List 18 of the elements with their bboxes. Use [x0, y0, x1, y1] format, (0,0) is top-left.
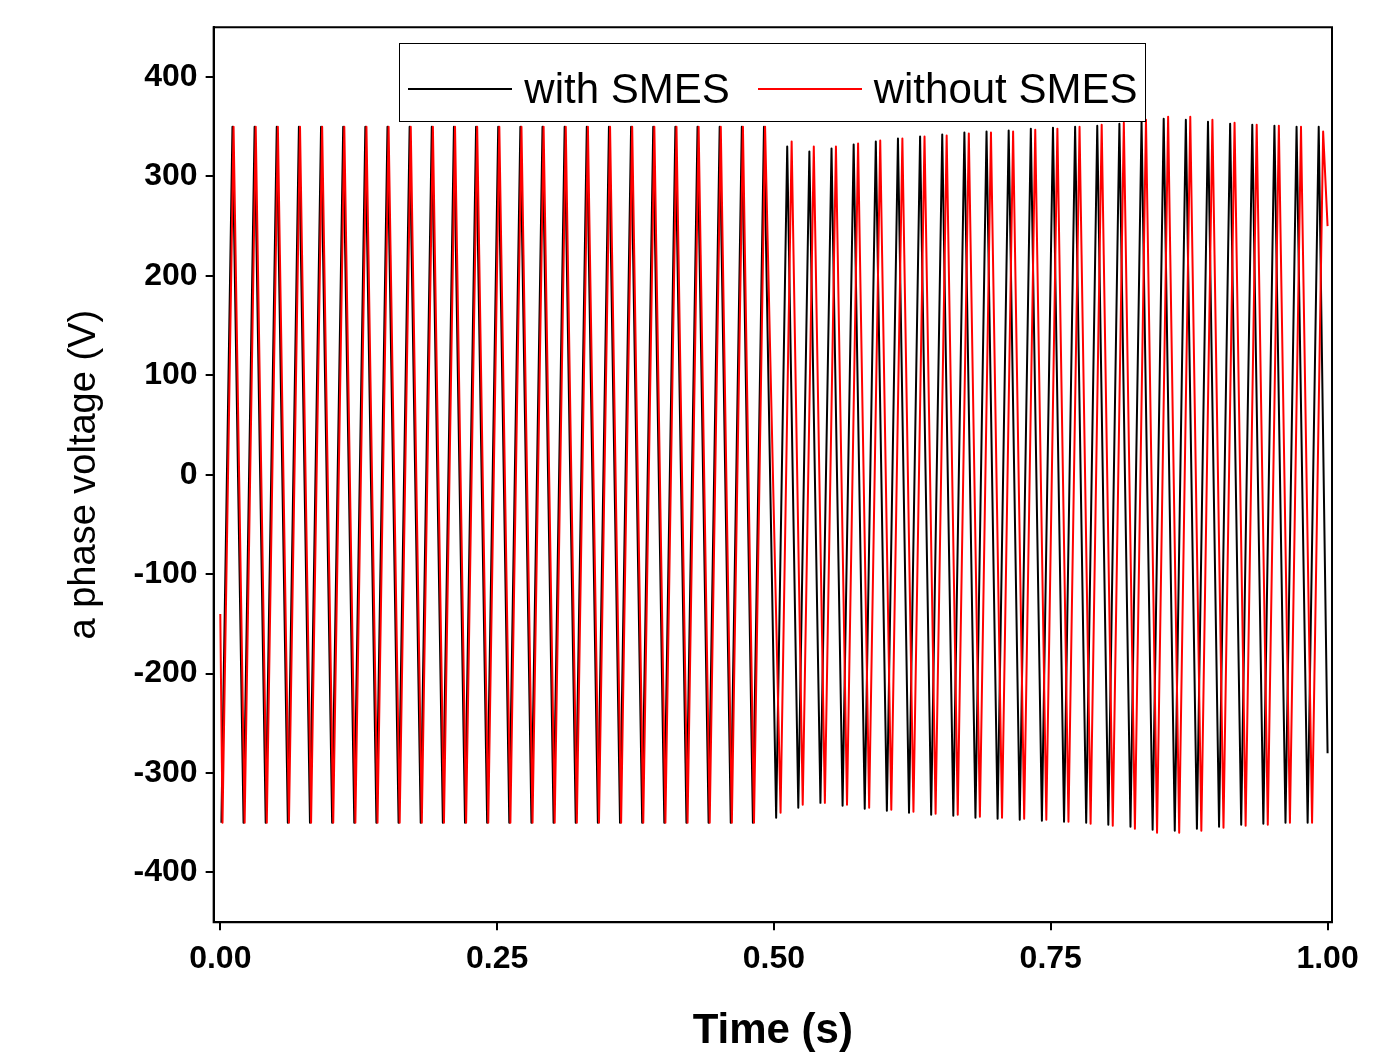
- y-tick-label: -200: [133, 653, 198, 690]
- x-tick-label: 0.25: [465, 939, 529, 976]
- y-axis-title: a phase voltage (V): [61, 309, 104, 640]
- x-tick-label: 0.00: [189, 939, 252, 976]
- y-tick-label: -400: [133, 852, 198, 889]
- y-tick-label: 200: [144, 255, 198, 292]
- y-tick-label: 0: [179, 454, 198, 491]
- x-axis-title: Time (s): [692, 1005, 853, 1053]
- y-tick-label: 400: [144, 56, 198, 93]
- x-tick-label: 0.50: [742, 939, 806, 976]
- x-tick-label: 0.75: [1019, 939, 1082, 976]
- y-tick-label: -100: [133, 553, 198, 590]
- y-tick-label: 300: [144, 156, 198, 193]
- legend-label: without SMES: [873, 64, 1138, 115]
- x-tick-label: 1.00: [1296, 939, 1359, 976]
- legend-label: with SMES: [524, 64, 730, 115]
- y-tick-label: 100: [144, 355, 198, 392]
- y-tick-label: -300: [133, 752, 198, 789]
